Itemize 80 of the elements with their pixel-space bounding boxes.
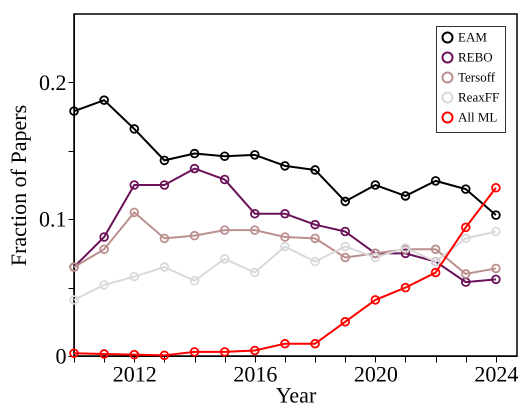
point <box>220 225 230 235</box>
point <box>130 350 140 360</box>
legend-label: All ML <box>458 110 498 124</box>
point <box>250 268 260 278</box>
x-tick-label: 2016 <box>233 362 278 386</box>
point <box>340 196 350 206</box>
point <box>99 244 109 254</box>
point <box>280 338 290 348</box>
point <box>220 152 230 162</box>
y-axis-title: Fraction of Papers <box>6 104 31 266</box>
point <box>310 165 320 175</box>
point <box>280 232 290 242</box>
point <box>220 174 230 184</box>
legend-label: REBO <box>458 50 493 64</box>
point <box>400 248 410 258</box>
point <box>400 282 410 292</box>
point <box>99 349 109 359</box>
point <box>340 252 350 262</box>
x-axis-title: Year <box>276 382 317 408</box>
point <box>491 226 501 236</box>
point <box>250 225 260 235</box>
point <box>310 338 320 348</box>
point <box>280 242 290 252</box>
point <box>310 256 320 266</box>
y-tick-label: 0.1 <box>39 206 66 232</box>
x-tick-label: 2024 <box>474 362 518 386</box>
point <box>460 269 471 279</box>
point <box>370 252 380 262</box>
point <box>460 277 471 287</box>
point <box>460 184 471 194</box>
legend-label: Tersoff <box>458 70 496 84</box>
point <box>160 156 170 166</box>
point <box>69 106 79 116</box>
point <box>160 350 170 360</box>
point <box>430 268 440 278</box>
y-tick-label: 0.2 <box>39 70 66 95</box>
point <box>99 232 109 242</box>
point <box>430 244 440 254</box>
point <box>190 230 200 240</box>
point <box>69 295 79 305</box>
point <box>280 161 290 171</box>
point <box>491 264 501 274</box>
point <box>430 176 440 186</box>
point <box>190 347 200 357</box>
y-tick-label: 0 <box>56 344 66 368</box>
point <box>491 210 501 220</box>
point <box>190 276 200 286</box>
point <box>220 347 230 357</box>
point <box>280 208 290 218</box>
point <box>310 234 320 244</box>
x-tick-label: 2020 <box>354 362 398 386</box>
point <box>250 346 260 356</box>
point <box>160 180 170 190</box>
point <box>160 234 170 244</box>
point <box>250 208 260 218</box>
point <box>130 180 140 190</box>
point <box>491 182 501 192</box>
point <box>340 242 350 252</box>
point <box>370 180 380 190</box>
point <box>130 272 140 282</box>
point <box>99 280 109 290</box>
point <box>130 124 140 134</box>
legend-label: ReaxFF <box>458 90 500 104</box>
point <box>370 295 380 305</box>
point <box>190 164 200 174</box>
point <box>340 226 350 236</box>
point <box>130 208 140 218</box>
point <box>310 220 320 230</box>
x-tick-label: 2012 <box>112 362 157 386</box>
point <box>99 95 109 105</box>
point <box>460 234 471 244</box>
point <box>491 274 501 284</box>
point <box>340 317 350 327</box>
legend-label: EAM <box>458 30 488 44</box>
point <box>220 254 230 264</box>
point <box>190 148 200 158</box>
point <box>250 150 260 160</box>
point <box>400 191 410 201</box>
point <box>460 222 471 232</box>
point <box>160 262 170 272</box>
